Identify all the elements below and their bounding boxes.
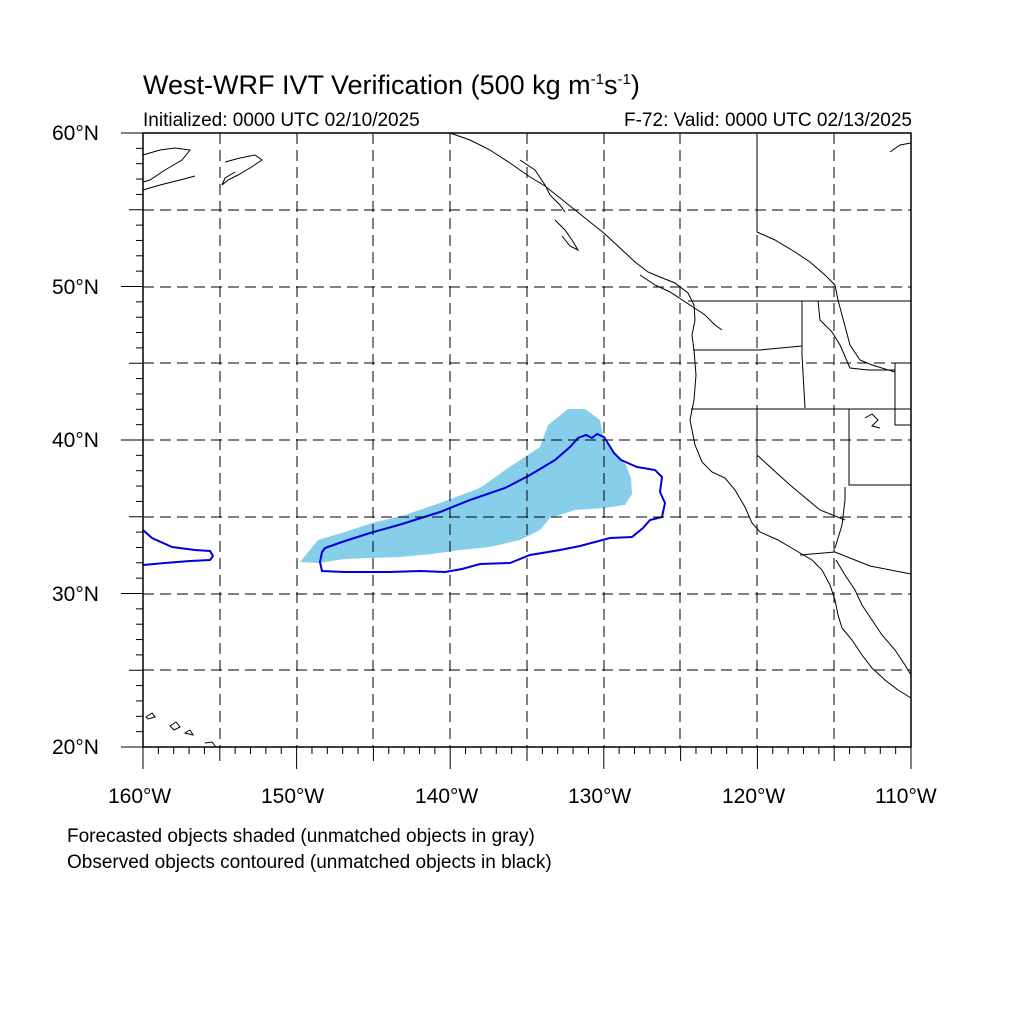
observed-legend-note: Observed objects contoured (unmatched ob…: [67, 852, 552, 873]
valid-time: F-72: Valid: 0000 UTC 02/13/2025: [624, 110, 912, 131]
map-title: West-WRF IVT Verification (500 kg m-1s-1…: [143, 70, 640, 100]
observed-object-contour: [318, 432, 667, 574]
lon-label-160w: 160°W: [108, 785, 172, 808]
lon-label-140w: 140°W: [415, 785, 479, 808]
forecast-legend-note: Forecasted objects shaded (unmatched obj…: [67, 826, 535, 847]
lon-label-130w: 130°W: [568, 785, 632, 808]
lat-label-50n: 50°N: [52, 276, 99, 299]
lat-label-40n: 40°N: [52, 429, 99, 452]
observed-object-contour-west: [142, 529, 215, 566]
political-borders: [688, 133, 912, 575]
lat-label-60n: 60°N: [52, 122, 99, 145]
lat-label-30n: 30°N: [52, 583, 99, 606]
lat-label-20n: 20°N: [52, 736, 99, 759]
lon-label-120w: 120°W: [722, 785, 786, 808]
lon-label-150w: 150°W: [261, 785, 325, 808]
graticule: [143, 133, 911, 747]
forecast-object: [300, 409, 632, 563]
init-time: Initialized: 0000 UTC 02/10/2025: [143, 110, 420, 131]
lon-label-110w: 110°W: [875, 785, 937, 808]
axis-ticks: [121, 132, 912, 769]
